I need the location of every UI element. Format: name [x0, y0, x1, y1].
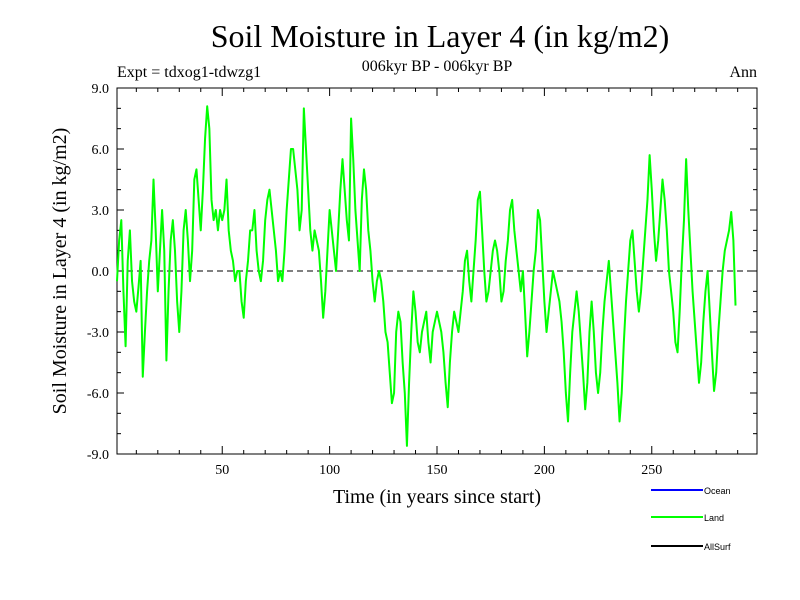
y-axis: 9.0 6.0 3.0 0.0 -3.0 -6.0 -9.0 — [87, 82, 757, 463]
x-tick-label: 250 — [641, 463, 662, 478]
y-tick-label: 3.0 — [92, 204, 110, 219]
x-tick-label: 150 — [427, 463, 448, 478]
y-tick-label: 0.0 — [92, 265, 110, 280]
expt-label: Expt = tdxog1-tdwzg1 — [117, 64, 261, 81]
legend-label-land: Land — [704, 513, 724, 523]
y-axis-label: Soil Moisture in Layer 4 (in kg/m2) — [49, 128, 71, 415]
x-tick-label: 200 — [534, 463, 555, 478]
y-tick-label: -9.0 — [87, 448, 109, 463]
chart-subtitle: 006kyr BP - 006kyr BP — [362, 58, 513, 75]
y-tick-label: 6.0 — [92, 143, 110, 158]
legend-item-land: Land — [651, 513, 724, 523]
chart-title: Soil Moisture in Layer 4 (in kg/m2) — [211, 18, 670, 54]
x-tick-label: 50 — [215, 463, 229, 478]
y-tick-label: 9.0 — [92, 82, 110, 97]
legend-item-allsurf: AllSurf — [651, 542, 731, 552]
legend: Ocean Land AllSurf — [651, 486, 731, 552]
x-axis-label: Time (in years since start) — [333, 486, 541, 508]
y-tick-label: -3.0 — [87, 326, 109, 341]
y-tick-label: -6.0 — [87, 387, 109, 402]
legend-label-ocean: Ocean — [704, 486, 731, 496]
x-axis: 50 100 150 200 250 — [135, 88, 739, 478]
legend-item-ocean: Ocean — [651, 486, 731, 496]
series-line-land — [116, 105, 737, 447]
season-label: Ann — [729, 64, 757, 81]
x-tick-label: 100 — [319, 463, 340, 478]
legend-label-allsurf: AllSurf — [704, 542, 731, 552]
